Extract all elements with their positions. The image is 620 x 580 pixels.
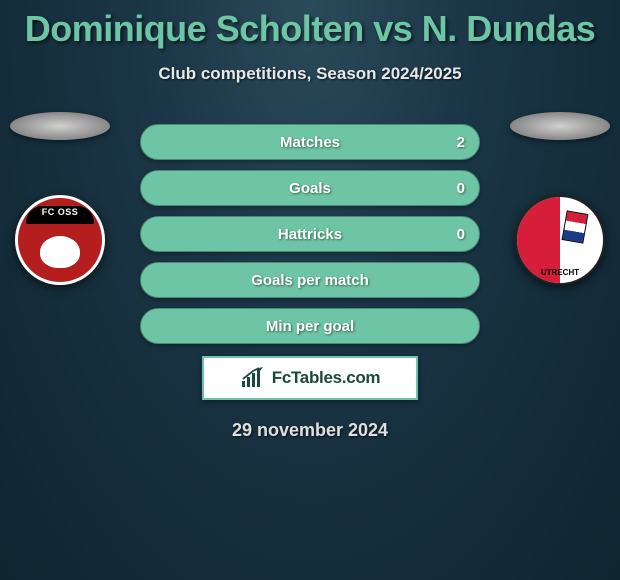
stat-label: Hattricks — [278, 226, 342, 243]
stat-value-right: 2 — [457, 134, 465, 151]
stat-label: Goals per match — [251, 272, 369, 289]
date-label: 29 november 2024 — [0, 420, 620, 441]
subtitle: Club competitions, Season 2024/2025 — [0, 64, 620, 84]
stat-row: Min per goal — [140, 308, 480, 344]
stat-label: Matches — [280, 134, 340, 151]
stat-row: Goals per match — [140, 262, 480, 298]
flag-icon — [561, 211, 588, 244]
club-badge-left: FC OSS — [15, 195, 105, 285]
stat-label: Goals — [289, 180, 331, 197]
stat-row: Hattricks 0 — [140, 216, 480, 252]
stat-label: Min per goal — [266, 318, 354, 335]
page-title: Dominique Scholten vs N. Dundas — [0, 0, 620, 50]
stats-list: Matches 2 Goals 0 Hattricks 0 Goals per … — [140, 124, 480, 344]
chart-icon — [240, 367, 266, 389]
player-left-slot: FC OSS — [10, 112, 110, 285]
player-left-silhouette — [10, 112, 110, 140]
club-badge-right: UTRECHT — [515, 195, 605, 285]
attribution-text: FcTables.com — [272, 368, 381, 388]
player-right-silhouette — [510, 112, 610, 140]
player-right-slot: UTRECHT — [510, 112, 610, 285]
club-badge-right-label: UTRECHT — [517, 268, 603, 277]
stat-row: Matches 2 — [140, 124, 480, 160]
attribution-box[interactable]: FcTables.com — [202, 356, 418, 400]
stat-value-right: 0 — [457, 180, 465, 197]
comparison-container: FC OSS UTRECHT Matches 2 Goals 0 Hattric… — [0, 124, 620, 441]
stat-value-right: 0 — [457, 226, 465, 243]
club-badge-left-label: FC OSS — [18, 207, 102, 217]
stat-row: Goals 0 — [140, 170, 480, 206]
